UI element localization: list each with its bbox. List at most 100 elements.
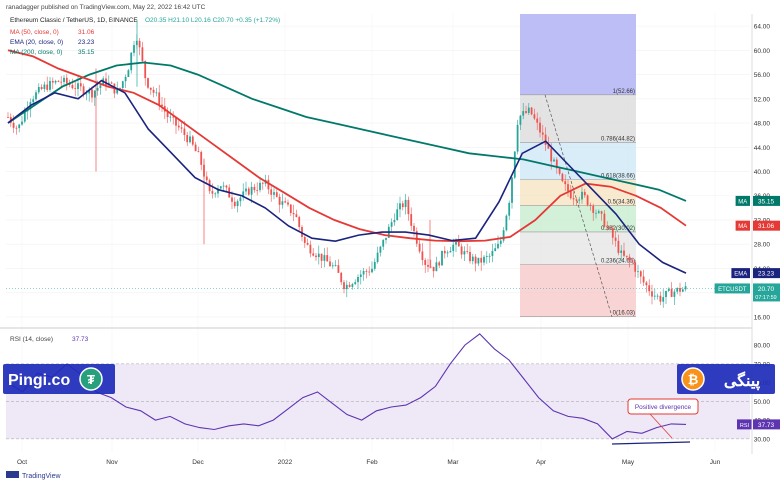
candle xyxy=(564,174,567,191)
candle xyxy=(334,260,337,267)
x-tick-label: Jun xyxy=(710,459,721,466)
candle-body xyxy=(161,104,163,107)
candle-body xyxy=(449,250,452,253)
candle-body xyxy=(502,230,505,241)
candle-body xyxy=(205,176,208,181)
candle-body xyxy=(357,276,359,283)
candle xyxy=(656,293,659,300)
candle-body xyxy=(7,116,9,118)
fib-level-label: 0.5(34.36) xyxy=(608,200,635,206)
candle xyxy=(569,184,572,200)
candle xyxy=(513,151,516,179)
candle xyxy=(225,184,228,191)
candle xyxy=(303,235,306,248)
candle-body xyxy=(404,199,407,208)
rsi-line xyxy=(7,333,687,440)
candle xyxy=(141,41,144,64)
fib-trend-line xyxy=(544,94,613,317)
fib-level-label: 0.236(24.65) xyxy=(601,259,635,265)
candle-body xyxy=(46,84,49,90)
candle xyxy=(60,75,63,88)
candle-body xyxy=(639,271,642,277)
candle-body xyxy=(415,231,418,244)
candle-body xyxy=(51,80,54,83)
candle-body xyxy=(407,199,410,215)
candle xyxy=(233,197,236,209)
candle-body xyxy=(443,250,446,254)
candle-body xyxy=(301,227,303,237)
price-label-ma: MA 31.06 xyxy=(735,220,780,231)
candle xyxy=(413,222,415,237)
candle xyxy=(497,235,499,250)
candle xyxy=(410,207,413,231)
candle-body xyxy=(309,244,312,254)
y-tick-label: 44.00 xyxy=(754,145,771,152)
candle xyxy=(592,203,595,221)
candle xyxy=(281,193,284,209)
candle-body xyxy=(329,261,331,267)
candle xyxy=(659,291,662,306)
candle xyxy=(446,250,449,258)
candle xyxy=(124,74,127,88)
candle-body xyxy=(23,111,26,122)
candle-body xyxy=(275,192,278,197)
candle xyxy=(662,289,665,308)
candle-body xyxy=(189,136,191,143)
candle-body xyxy=(320,253,323,261)
candle xyxy=(247,186,250,196)
candle xyxy=(186,131,189,147)
candle xyxy=(298,215,301,232)
candle xyxy=(539,117,541,138)
x-tick-label: May xyxy=(622,459,635,466)
candle-body xyxy=(40,86,43,89)
candle-body xyxy=(166,111,169,118)
legend-ma200-value: 35.15 xyxy=(78,49,95,56)
candle xyxy=(651,284,653,305)
candle xyxy=(169,108,172,122)
candle-body xyxy=(149,87,152,90)
candle xyxy=(474,254,477,272)
y-tick-label: 52.00 xyxy=(754,96,771,103)
candle xyxy=(606,221,609,231)
candle xyxy=(597,209,600,215)
candle-body xyxy=(651,291,653,297)
candle xyxy=(637,264,639,278)
candle-body xyxy=(37,86,40,93)
candle-body xyxy=(233,201,236,207)
candle-body xyxy=(147,78,149,88)
candle-body xyxy=(121,81,124,88)
candle xyxy=(429,259,432,268)
candle-body xyxy=(516,124,519,152)
candle xyxy=(79,77,82,92)
rsi-value-label: 37.73 xyxy=(758,422,775,429)
price-label-ema: EMA 23.23 xyxy=(731,268,780,279)
candle-body xyxy=(581,191,583,200)
price-label-value-bg xyxy=(753,220,780,231)
candle-body xyxy=(480,257,483,263)
legend-ema20-value: 23.23 xyxy=(78,39,95,46)
y-tick-label: 16.00 xyxy=(754,314,771,321)
price-label-value: 35.15 xyxy=(758,198,775,205)
candle xyxy=(284,197,287,204)
symbol-line: Ethereum Classic / TetherUS, 1D, BINANCE xyxy=(10,17,138,24)
candle xyxy=(320,253,323,268)
candle xyxy=(326,247,329,262)
candle xyxy=(49,76,51,92)
candle-body xyxy=(631,260,634,263)
candle-body xyxy=(684,286,687,290)
tether-glyph: ₮ xyxy=(87,372,95,387)
candle-body xyxy=(477,257,480,264)
candle-body xyxy=(539,122,541,133)
candle xyxy=(441,250,443,266)
candle-body xyxy=(211,191,214,194)
candle xyxy=(295,209,298,218)
candle xyxy=(105,72,107,91)
candle xyxy=(575,197,578,206)
candle xyxy=(502,227,505,243)
candle xyxy=(214,192,217,198)
candle xyxy=(679,282,681,297)
candle xyxy=(205,171,208,184)
candle xyxy=(676,287,679,295)
candle-body xyxy=(592,205,595,213)
